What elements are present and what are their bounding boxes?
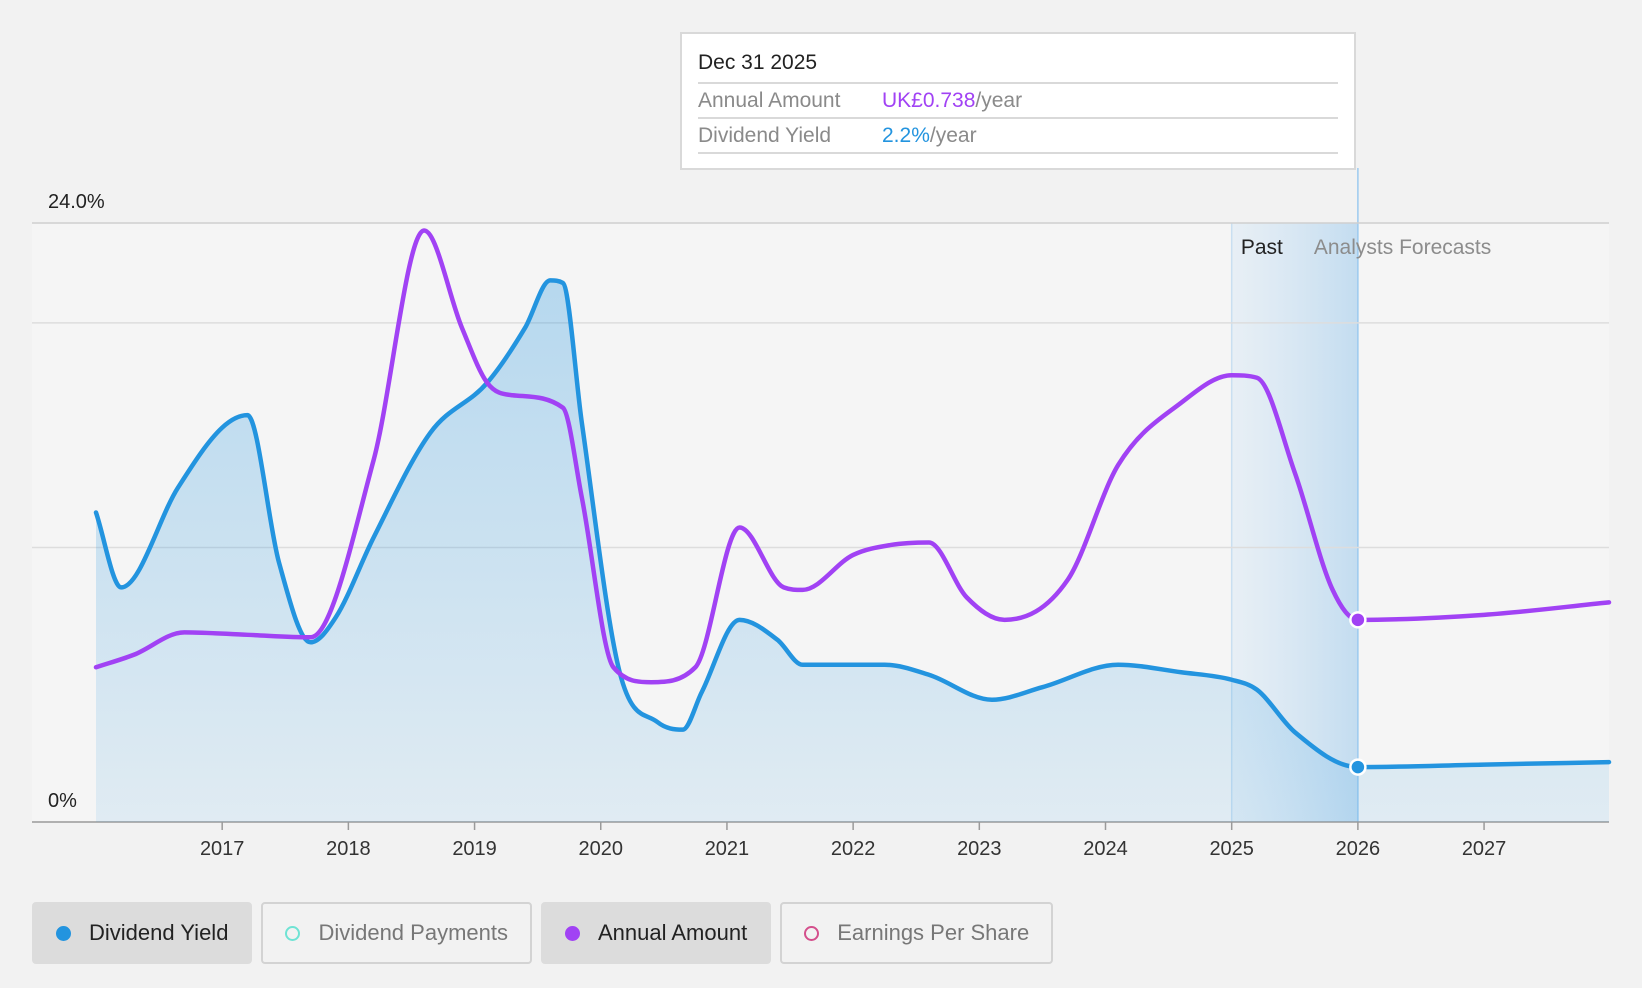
- tooltip-annual-amount-value: UK£0.738: [882, 89, 976, 112]
- x-tick-label: 2026: [1336, 838, 1381, 860]
- legend-dividend-payments-button[interactable]: Dividend Payments: [261, 902, 532, 964]
- legend-dividend-yield-label: Dividend Yield: [89, 920, 229, 945]
- tooltip-dividend-yield-label: Dividend Yield: [698, 124, 832, 147]
- dividend-yield-area: [96, 280, 1609, 822]
- chart-tooltip: Dec 31 2025 Annual Amount UK£0.738 /year…: [680, 32, 1356, 170]
- legend-earnings-per-share-label: Earnings Per Share: [837, 920, 1030, 945]
- tooltip-annual-amount-label: Annual Amount: [698, 89, 841, 112]
- past-label: Past: [1241, 236, 1283, 259]
- legend-dividend-yield-button[interactable]: Dividend Yield: [32, 902, 253, 964]
- chart-legend: Dividend Yield Dividend Payments Annual …: [32, 902, 1054, 964]
- x-tick-label: 2024: [1083, 838, 1128, 860]
- annual-amount-highlight-point: [1349, 611, 1367, 629]
- tooltip-dividend-yield-row: Dividend Yield 2.2% /year: [698, 119, 1338, 154]
- tooltip-annual-amount-row: Annual Amount UK£0.738 /year: [698, 84, 1338, 119]
- legend-dividend-payments-label: Dividend Payments: [318, 920, 508, 945]
- tooltip-dividend-yield-unit: /year: [929, 124, 977, 147]
- dividend-yield-dot-icon: [56, 925, 71, 941]
- analysts-forecasts-label: Analysts Forecasts: [1314, 236, 1491, 259]
- x-tick-label: 2022: [831, 838, 876, 860]
- x-tick-label: 2023: [957, 838, 1002, 860]
- dividend-payments-ring-icon: [285, 925, 301, 941]
- x-tick-label: 2027: [1462, 838, 1507, 860]
- dividend-yield-highlight-point: [1349, 758, 1367, 776]
- annual-amount-line: [93, 228, 1612, 685]
- tooltip-date: Dec 31 2025: [698, 48, 1338, 84]
- x-tick-label: 2017: [200, 838, 245, 860]
- x-tick-label: 2025: [1209, 838, 1254, 860]
- legend-annual-amount-button[interactable]: Annual Amount: [540, 902, 772, 964]
- legend-earnings-per-share-button[interactable]: Earnings Per Share: [780, 902, 1054, 964]
- legend-annual-amount-label: Annual Amount: [597, 920, 748, 945]
- dividend-yield-line: [93, 278, 1612, 770]
- x-tick-label: 2019: [452, 838, 497, 860]
- annual-amount-dot-icon: [564, 925, 580, 941]
- dividend-chart: 24.0% 0% 2017 2018 2019 2020 2021 2022 2023 2024 2…: [32, 168, 1612, 860]
- y-axis-label-top: 24.0%: [48, 191, 105, 213]
- tooltip-annual-amount-unit: /year: [975, 89, 1023, 112]
- x-tick-label: 2020: [579, 838, 624, 860]
- y-axis-label-bottom: 0%: [48, 790, 77, 812]
- earnings-per-share-ring-icon: [804, 925, 820, 941]
- tooltip-dividend-yield-value: 2.2%: [882, 124, 930, 147]
- x-tick-label: 2021: [705, 838, 750, 860]
- x-tick-label: 2018: [326, 838, 371, 860]
